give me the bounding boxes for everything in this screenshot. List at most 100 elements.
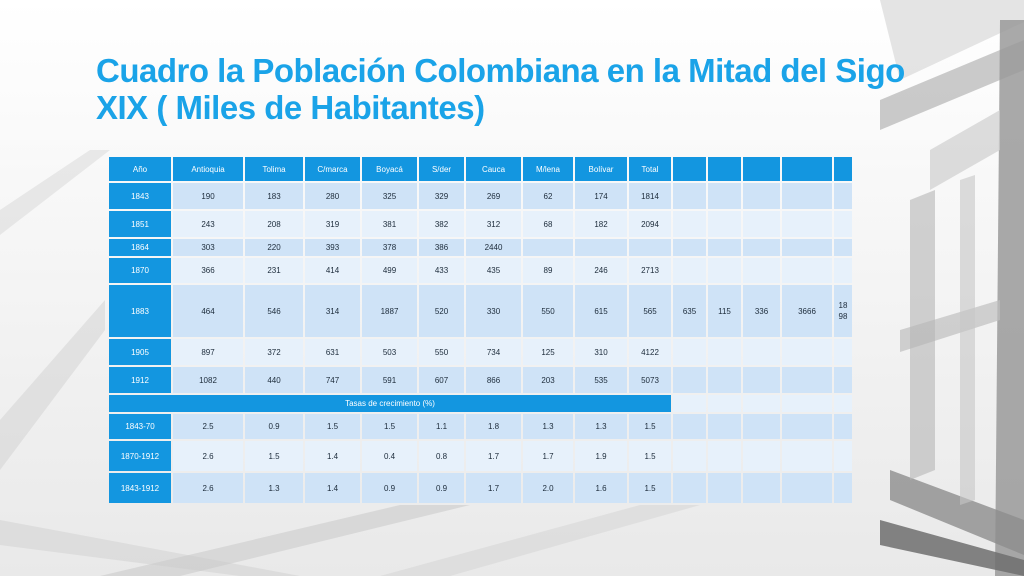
header-cell: Boyacá: [362, 157, 417, 181]
year-cell: 1905: [109, 339, 171, 365]
table-cell: [743, 339, 780, 365]
table-cell: [834, 441, 852, 471]
header-cell: Tolima: [245, 157, 303, 181]
table-cell: 1.4: [305, 441, 360, 471]
table-cell: 591: [362, 367, 417, 393]
table-cell: [782, 473, 832, 503]
period-cell: 1870-1912: [109, 441, 171, 471]
table-cell: [743, 239, 780, 256]
table-cell: [782, 211, 832, 237]
table-cell: 1.3: [245, 473, 303, 503]
table-cell: [782, 414, 832, 439]
table-cell: 0.4: [362, 441, 417, 471]
table-cell: [673, 473, 706, 503]
table-cell: [743, 414, 780, 439]
growth-rates-title: Tasas de crecimiento (%): [109, 395, 671, 412]
table-cell: 734: [466, 339, 521, 365]
table-cell: 330: [466, 285, 521, 337]
table-cell: [708, 258, 741, 283]
header-cell: Antioquia: [173, 157, 243, 181]
population-table: Año Antioquia Tolima C/marca Boyacá S/de…: [107, 155, 854, 505]
table-cell: 635: [673, 285, 706, 337]
table-cell: [834, 339, 852, 365]
header-cell: [708, 157, 741, 181]
table-cell: [834, 367, 852, 393]
table-cell: [834, 395, 852, 412]
table-row: 1905 897 372 631 503 550 734 125 310 412…: [109, 339, 852, 365]
table-cell: 464: [173, 285, 243, 337]
table-cell: 1.1: [419, 414, 464, 439]
table-cell: [708, 414, 741, 439]
table-cell: 535: [575, 367, 627, 393]
table-cell: [834, 239, 852, 256]
table-cell: 220: [245, 239, 303, 256]
table-cell: [708, 339, 741, 365]
table-cell: 208: [245, 211, 303, 237]
table-cell: 182: [575, 211, 627, 237]
table-cell: [708, 211, 741, 237]
table-cell: 325: [362, 183, 417, 209]
table-cell: 319: [305, 211, 360, 237]
table-cell: 747: [305, 367, 360, 393]
table-cell: 2094: [629, 211, 671, 237]
table-cell: [743, 441, 780, 471]
table-cell: 2.0: [523, 473, 573, 503]
table-cell: 310: [575, 339, 627, 365]
table-cell: 897: [173, 339, 243, 365]
table-cell: 1.4: [305, 473, 360, 503]
table-cell: [673, 339, 706, 365]
slide-title: Cuadro la Población Colombiana en la Mit…: [96, 52, 905, 126]
table-cell: [575, 239, 627, 256]
table-cell: [743, 258, 780, 283]
table-cell: 1.5: [629, 414, 671, 439]
table-cell: 440: [245, 367, 303, 393]
table-cell: [708, 367, 741, 393]
table-cell: 174: [575, 183, 627, 209]
table-cell: 1.7: [466, 473, 521, 503]
header-cell: Año: [109, 157, 171, 181]
period-cell: 1843-1912: [109, 473, 171, 503]
table-cell: 1.5: [629, 473, 671, 503]
table-cell: [834, 258, 852, 283]
year-cell: 1843: [109, 183, 171, 209]
table-row: 1843 190 183 280 325 329 269 62 174 1814: [109, 183, 852, 209]
year-cell: 1912: [109, 367, 171, 393]
growth-row: 1870-1912 2.6 1.5 1.4 0.4 0.8 1.7 1.7 1.…: [109, 441, 852, 471]
table-cell: [743, 367, 780, 393]
table-cell: [673, 183, 706, 209]
table-cell: [834, 473, 852, 503]
header-cell: S/der: [419, 157, 464, 181]
table-cell: [708, 473, 741, 503]
table-cell: [782, 441, 832, 471]
table-cell: 366: [173, 258, 243, 283]
table-cell: 329: [419, 183, 464, 209]
header-cell: Cauca: [466, 157, 521, 181]
period-cell: 1843-70: [109, 414, 171, 439]
table-cell: 615: [575, 285, 627, 337]
table-cell: 246: [575, 258, 627, 283]
year-cell: 1864: [109, 239, 171, 256]
table-cell: 1814: [629, 183, 671, 209]
table-cell: 378: [362, 239, 417, 256]
table-cell: 607: [419, 367, 464, 393]
table-cell: [743, 211, 780, 237]
table-cell: 2.6: [173, 441, 243, 471]
table-cell: [782, 239, 832, 256]
table-cell: 381: [362, 211, 417, 237]
header-cell: M/lena: [523, 157, 573, 181]
table-cell: [629, 239, 671, 256]
table-cell: 183: [245, 183, 303, 209]
table-cell: 1.3: [523, 414, 573, 439]
table-cell: 190: [173, 183, 243, 209]
table-cell: 386: [419, 239, 464, 256]
table-cell: 62: [523, 183, 573, 209]
table-cell: 243: [173, 211, 243, 237]
table-cell: [673, 367, 706, 393]
table-cell: 372: [245, 339, 303, 365]
table-cell: 1.6: [575, 473, 627, 503]
table-cell: 269: [466, 183, 521, 209]
table-cell: 1.7: [466, 441, 521, 471]
table-cell: [708, 441, 741, 471]
year-cell: 1851: [109, 211, 171, 237]
table-cell: [673, 211, 706, 237]
